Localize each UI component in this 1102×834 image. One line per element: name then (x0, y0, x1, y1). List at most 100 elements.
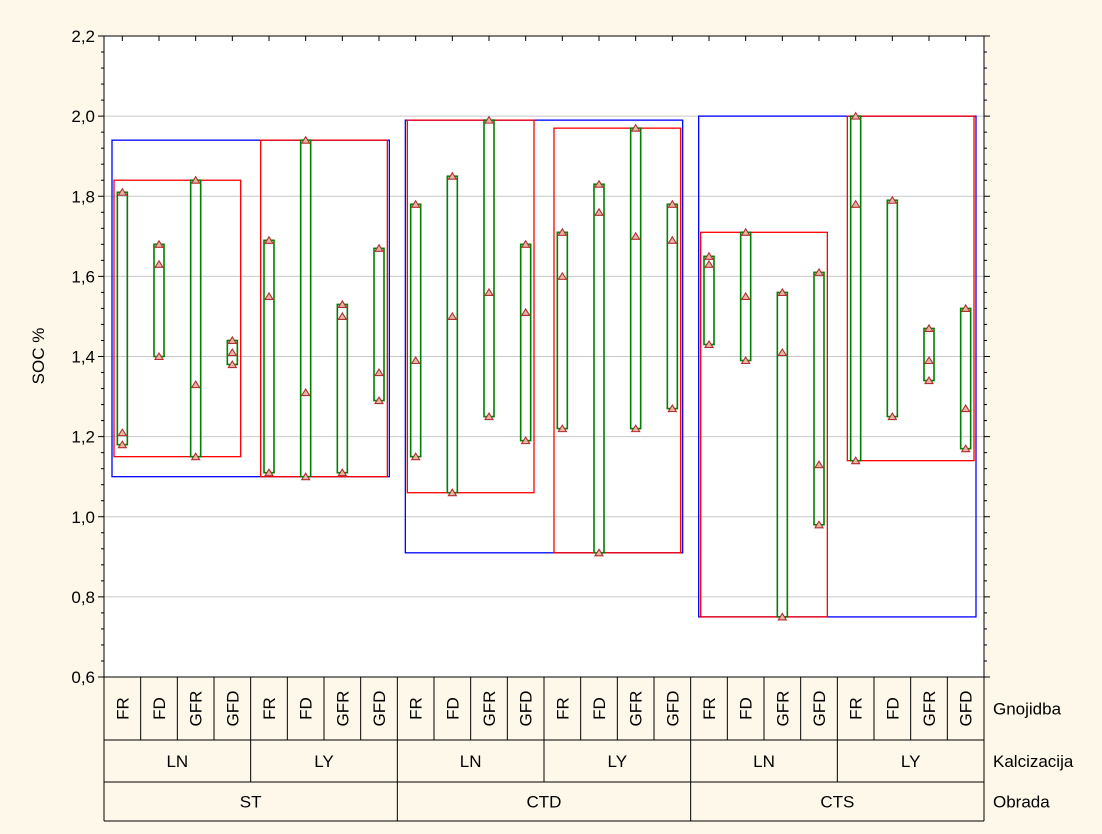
gnojidba-label: FR (113, 697, 132, 720)
gnojidba-label: FR (553, 697, 572, 720)
data-marker (264, 468, 274, 477)
data-marker (337, 299, 348, 308)
gnojidba-label: FD (737, 697, 756, 720)
data-marker (227, 359, 238, 369)
range-bars (116, 111, 972, 621)
data-marker (154, 239, 164, 248)
gnojidba-label: GFR (480, 691, 499, 727)
data-marker (484, 287, 494, 296)
gnojidba-label: GFR (627, 691, 646, 727)
data-marker (190, 175, 201, 184)
y-tick-label: 1,2 (71, 428, 95, 447)
data-marker (594, 548, 604, 557)
data-marker (850, 199, 861, 208)
data-marker (557, 424, 568, 433)
factor-name-label: Kalcizacija (993, 752, 1074, 771)
y-tick-label: 1,4 (71, 348, 95, 367)
data-marker (264, 291, 274, 300)
data-marker (410, 355, 421, 365)
data-marker (814, 460, 824, 469)
kalcizacija-range-box (553, 127, 682, 554)
data-marker (960, 444, 971, 453)
kalcizacija-range-box (260, 139, 388, 478)
gnojidba-label: FD (590, 697, 609, 720)
data-marker (227, 335, 238, 345)
data-marker (594, 207, 604, 216)
data-marker (740, 291, 751, 300)
data-marker (410, 452, 421, 461)
y-axis-label: SOC % (29, 328, 48, 385)
y-tick-label: 1,6 (71, 267, 95, 286)
data-marker (447, 171, 458, 180)
obrada-range-box (111, 139, 390, 478)
data-marker (630, 231, 641, 240)
gnojidba-label: GFR (773, 691, 792, 727)
data-marker (777, 287, 788, 296)
category-grid: FR FD GFR GFD FR FD GFR GFD FR FD GFR GFD FR FD GFR GFD… (103, 677, 1074, 822)
y-tick-label: 1,0 (71, 508, 95, 527)
obrada-label: CTS (820, 793, 854, 812)
data-marker (300, 135, 311, 144)
gnojidba-label: FD (150, 697, 169, 720)
data-marker (924, 375, 934, 385)
data-marker (594, 179, 604, 188)
kalcizacija-label: LN (753, 752, 775, 771)
gnojidba-label: GFD (957, 691, 976, 727)
data-marker (484, 412, 494, 421)
obrada-label: ST (240, 793, 262, 812)
gnojidba-label: FD (443, 697, 462, 720)
data-marker (777, 612, 788, 621)
kalcizacija-range-box (846, 115, 975, 462)
gnojidba-label: FR (260, 697, 279, 720)
obrada-range-box (404, 119, 684, 554)
gnojidba-label: GFR (333, 691, 352, 727)
kalcizacija-range-box (700, 231, 828, 618)
data-marker (630, 123, 641, 132)
data-marker (814, 520, 824, 529)
data-marker (374, 367, 384, 377)
gnojidba-label: FD (297, 697, 316, 720)
data-marker (850, 111, 861, 120)
factor-name-label: Gnojidba (993, 700, 1062, 719)
y-tick-label: 2,2 (71, 27, 95, 46)
kalcizacija-label: LY (314, 752, 334, 771)
data-marker (190, 379, 201, 389)
gnojidba-label: GFR (187, 691, 206, 727)
data-marker (117, 440, 128, 449)
kalcizacija-range-box (113, 179, 242, 458)
gnojidba-label: FR (700, 697, 719, 720)
data-marker (704, 339, 714, 349)
group-boxes (111, 115, 977, 618)
data-marker (520, 307, 531, 316)
data-marker (704, 259, 714, 268)
data-marker (447, 311, 458, 320)
data-marker (154, 259, 164, 268)
data-marker (484, 115, 494, 124)
data-marker (337, 468, 348, 477)
gnojidba-label: FR (407, 697, 426, 720)
gnojidba-label: GFD (517, 691, 536, 727)
data-marker (520, 239, 531, 248)
data-marker (740, 355, 751, 365)
obrada-range-box (698, 115, 977, 618)
data-marker (814, 267, 824, 276)
data-marker (117, 187, 128, 196)
data-marker (447, 488, 458, 497)
obrada-label: CTD (527, 793, 562, 812)
data-marker (630, 424, 641, 433)
gnojidba-label: GFD (810, 691, 829, 727)
gnojidba-label: GFR (920, 691, 939, 727)
data-marker (887, 195, 898, 204)
kalcizacija-label: LN (166, 752, 188, 771)
kalcizacija-label: LN (460, 752, 482, 771)
data-marker (850, 456, 861, 465)
data-marker (410, 199, 421, 208)
data-marker (190, 452, 201, 461)
data-marker (887, 412, 898, 421)
data-marker (960, 303, 971, 312)
data-marker (227, 347, 238, 357)
kalcizacija-range-box (406, 119, 535, 494)
data-marker (374, 396, 384, 405)
data-marker (557, 227, 568, 236)
